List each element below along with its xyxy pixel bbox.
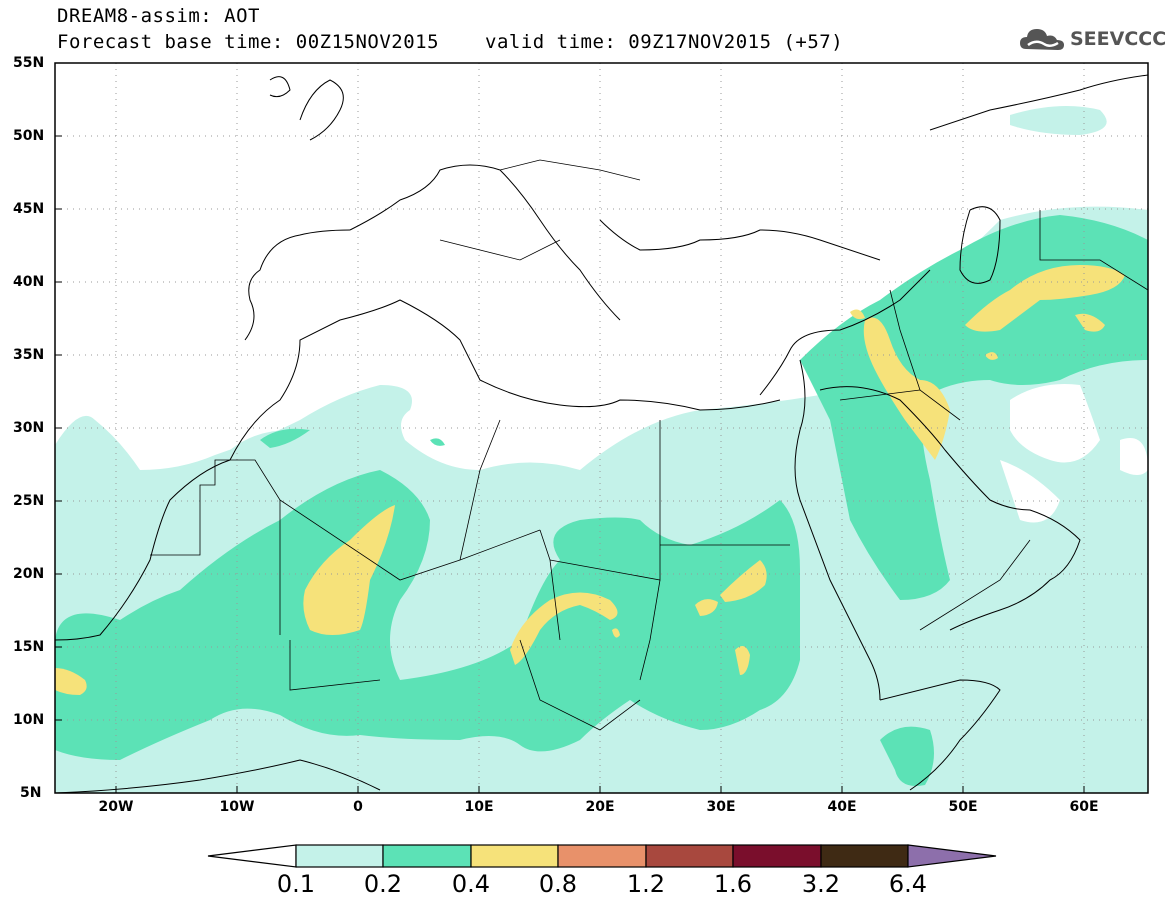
aot-holes xyxy=(560,384,1148,572)
coastlines xyxy=(55,74,1148,793)
lon-label-20w: 20W xyxy=(98,799,134,815)
colorbar-label-1.2: 1.2 xyxy=(626,870,666,898)
valid-time: valid time: 09Z17NOV2015 (+57) xyxy=(485,31,844,53)
colorbar-label-0.1: 0.1 xyxy=(276,870,316,898)
aot-field xyxy=(55,63,1148,793)
colorbar-label-1.6: 1.6 xyxy=(713,870,753,898)
colorbar-swatch-7 xyxy=(820,844,909,868)
colorbar-label-0.4: 0.4 xyxy=(451,870,491,898)
borders xyxy=(150,159,1148,731)
lat-label-50n: 50N xyxy=(13,128,45,144)
lon-label-10w: 10W xyxy=(219,799,255,815)
lat-label-25n: 25N xyxy=(13,493,45,509)
lat-label-30n: 30N xyxy=(13,420,45,436)
graticule xyxy=(55,63,1148,793)
title-line-1: DREAM8-assim: AOT xyxy=(57,5,260,27)
axis-ticks xyxy=(55,62,1085,794)
lon-label-30e: 30E xyxy=(706,799,736,815)
lon-label-10e: 10E xyxy=(464,799,494,815)
lat-label-10n: 10N xyxy=(13,712,45,728)
lat-label-20n: 20N xyxy=(13,566,45,582)
lon-label-60e: 60E xyxy=(1069,799,1099,815)
aot-level-0.4 xyxy=(55,265,1125,695)
lat-label-55n: 55N xyxy=(13,55,45,71)
colorbar-label-6.4: 6.4 xyxy=(888,870,928,898)
colorbar-under-triangle xyxy=(207,844,297,868)
colorbar-label-0.8: 0.8 xyxy=(538,870,578,898)
aot-level-0.2 xyxy=(55,215,1148,786)
lat-label-40n: 40N xyxy=(13,274,45,290)
lon-label-50e: 50E xyxy=(948,799,978,815)
colorbar xyxy=(207,844,997,868)
cloud-icon xyxy=(1020,29,1064,50)
lat-label-45n: 45N xyxy=(13,201,45,217)
colorbar-swatch-5 xyxy=(645,844,734,868)
lat-label-5n: 5N xyxy=(20,785,42,801)
lon-label-40e: 40E xyxy=(827,799,857,815)
colorbar-swatch-6 xyxy=(732,844,822,868)
colorbar-swatch-4 xyxy=(557,844,647,868)
seevccc-logo: SEEVCCC xyxy=(1018,23,1165,57)
lat-label-35n: 35N xyxy=(13,347,45,363)
logo-text: SEEVCCC xyxy=(1070,28,1165,50)
lon-label-20e: 20E xyxy=(585,799,615,815)
lon-label-0: 0 xyxy=(353,799,363,815)
colorbar-swatch-2 xyxy=(382,844,472,868)
colorbar-over-triangle xyxy=(907,844,997,868)
title-line-2: Forecast base time: 00Z15NOV2015 xyxy=(57,31,440,53)
lat-label-15n: 15N xyxy=(13,639,45,655)
colorbar-swatch-1 xyxy=(295,844,384,868)
colorbar-label-3.2: 3.2 xyxy=(801,870,841,898)
colorbar-label-0.2: 0.2 xyxy=(363,870,403,898)
colorbar-swatch-3 xyxy=(470,844,559,868)
